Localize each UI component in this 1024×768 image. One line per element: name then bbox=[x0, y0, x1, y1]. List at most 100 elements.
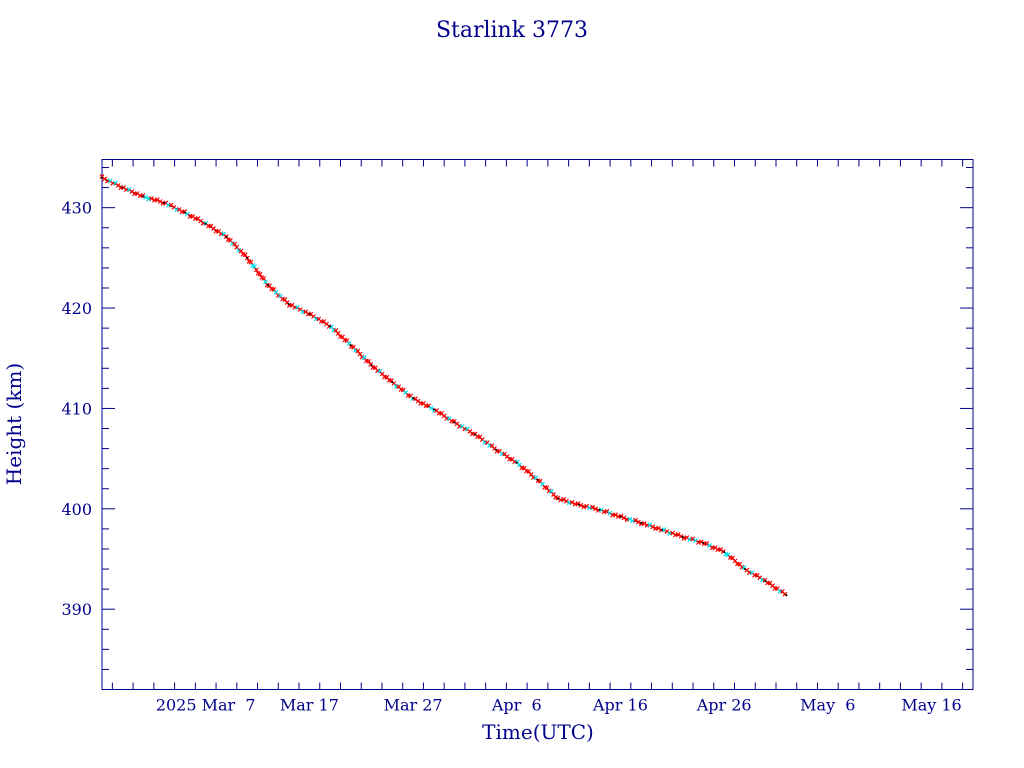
data-point-marker bbox=[627, 516, 633, 522]
y-tick-label: 390 bbox=[61, 600, 92, 619]
data-point-marker bbox=[273, 289, 279, 295]
x-tick-label: 2025 Mar 7 bbox=[156, 696, 256, 715]
data-point bbox=[329, 325, 332, 328]
data-point-marker bbox=[366, 358, 372, 364]
data-point bbox=[764, 580, 767, 583]
data-point-marker bbox=[584, 503, 590, 509]
data-point-marker bbox=[578, 502, 584, 508]
data-point bbox=[495, 448, 497, 451]
plot-area bbox=[99, 174, 788, 597]
data-point bbox=[163, 201, 166, 204]
data-point-marker bbox=[257, 271, 263, 277]
data-point bbox=[702, 541, 705, 544]
data-point-marker bbox=[633, 517, 639, 523]
data-point bbox=[743, 568, 746, 570]
data-point-marker bbox=[650, 524, 656, 530]
data-point-marker bbox=[641, 520, 647, 526]
data-point bbox=[536, 478, 539, 481]
data-point bbox=[101, 176, 103, 179]
data-point bbox=[681, 535, 684, 538]
data-point-marker bbox=[664, 529, 670, 535]
x-tick-label: Apr 6 bbox=[491, 696, 542, 715]
data-point-marker bbox=[544, 485, 550, 491]
data-point-marker bbox=[598, 507, 604, 513]
data-point-marker bbox=[242, 252, 248, 258]
data-point-marker bbox=[684, 535, 690, 541]
data-point bbox=[287, 303, 290, 305]
data-point-marker bbox=[621, 515, 627, 521]
data-point-marker bbox=[357, 351, 363, 357]
data-point-marker bbox=[590, 504, 595, 510]
data-point bbox=[474, 433, 477, 436]
data-point bbox=[121, 186, 124, 189]
data-point-marker bbox=[261, 275, 267, 281]
data-point-marker bbox=[561, 496, 567, 502]
data-point bbox=[723, 551, 726, 553]
data-point bbox=[578, 503, 580, 506]
data-point bbox=[598, 508, 601, 511]
data-point bbox=[432, 408, 435, 411]
data-point bbox=[142, 195, 145, 198]
data-point-marker bbox=[157, 199, 163, 204]
data-point bbox=[349, 344, 352, 347]
data-point bbox=[412, 397, 415, 400]
data-point bbox=[204, 222, 207, 225]
data-point bbox=[515, 461, 518, 464]
data-point bbox=[660, 528, 663, 531]
data-point bbox=[453, 421, 456, 424]
y-tick-label: 430 bbox=[61, 199, 92, 218]
data-point bbox=[785, 594, 788, 597]
data-point-marker bbox=[675, 531, 681, 537]
data-point-marker bbox=[252, 264, 257, 269]
x-tick-label: Apr 16 bbox=[592, 696, 648, 715]
y-tick-label: 420 bbox=[61, 299, 92, 318]
data-point-marker bbox=[234, 244, 240, 250]
data-point-marker bbox=[604, 508, 610, 514]
x-tick-label: Apr 26 bbox=[696, 696, 752, 715]
data-point-marker bbox=[661, 527, 667, 533]
data-point bbox=[308, 313, 311, 316]
x-tick-label: Mar 17 bbox=[280, 696, 339, 715]
data-point-marker bbox=[693, 538, 698, 544]
data-point-marker bbox=[253, 267, 259, 273]
data-point-marker bbox=[154, 197, 160, 203]
data-point-marker bbox=[355, 348, 361, 354]
data-point-marker bbox=[613, 512, 618, 518]
data-point bbox=[557, 497, 560, 500]
data-point bbox=[266, 284, 269, 286]
y-tick-label: 410 bbox=[61, 399, 92, 418]
data-point bbox=[246, 256, 249, 259]
data-point-marker bbox=[635, 519, 641, 525]
data-point bbox=[225, 235, 228, 238]
data-point-marker bbox=[361, 355, 367, 361]
plot-frame bbox=[101, 159, 974, 690]
y-axis-label: Height (km) bbox=[2, 363, 26, 485]
data-point-marker bbox=[238, 248, 244, 254]
height-series-line bbox=[101, 177, 787, 596]
data-point-marker bbox=[563, 498, 569, 504]
data-point bbox=[619, 515, 622, 518]
x-tick-label: May 6 bbox=[800, 696, 855, 715]
data-point-marker bbox=[351, 344, 356, 350]
data-point-marker bbox=[149, 196, 154, 201]
x-axis-label: Time(UTC) bbox=[482, 720, 594, 744]
data-point-marker bbox=[227, 237, 233, 243]
data-point-marker bbox=[248, 259, 254, 265]
data-point-marker bbox=[593, 506, 598, 512]
y-tick-label: 400 bbox=[61, 500, 92, 519]
data-point-marker bbox=[335, 330, 341, 336]
data-point-marker bbox=[143, 194, 149, 200]
chart-title: Starlink 3773 bbox=[436, 18, 588, 43]
data-point bbox=[184, 211, 186, 214]
data-point bbox=[370, 364, 373, 367]
x-tick-label: Mar 27 bbox=[384, 696, 443, 715]
data-point bbox=[640, 521, 643, 524]
data-point-marker bbox=[569, 499, 575, 505]
x-tick-label: May 16 bbox=[901, 696, 961, 715]
data-point bbox=[391, 381, 394, 384]
y-axis-ticks: 390 400 410 420 430 bbox=[61, 167, 973, 670]
x-axis-ticks: 2025 Mar 7 Mar 17 Mar 27 Apr 6 Apr 16 Apr 26 M… bbox=[111, 159, 964, 715]
data-point-marker bbox=[232, 241, 238, 247]
data-point-marker bbox=[263, 279, 268, 285]
